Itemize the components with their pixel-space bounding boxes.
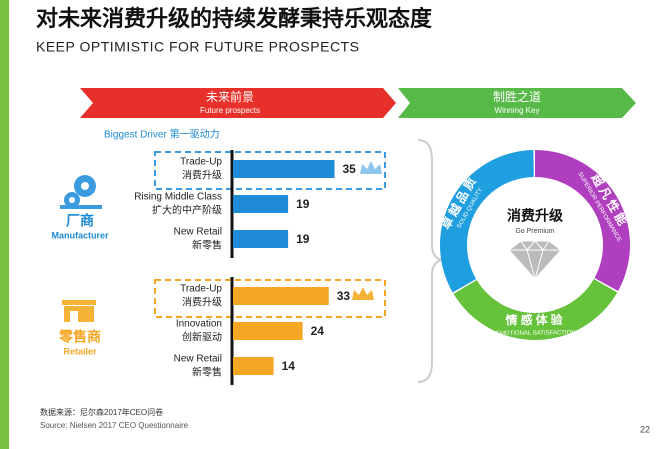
bar <box>233 160 335 178</box>
value-label: 19 <box>296 232 310 246</box>
category-zh: 创新驱动 <box>182 331 222 344</box>
banner-zh: 未来前景 <box>206 89 254 104</box>
crown-icon <box>360 161 382 174</box>
bar <box>233 287 329 305</box>
category-zh: 新零售 <box>192 239 222 252</box>
category-en: Innovation <box>176 319 222 330</box>
segment-en: EMOTIONAL SATISFACTION <box>496 330 576 337</box>
highlight-box <box>154 279 386 318</box>
subtitle: KEEP OPTIMISTIC FOR FUTURE PROSPECTS <box>36 39 359 55</box>
donut-center-zh: 消费升级 <box>507 208 564 224</box>
source-en: Source: Nielsen 2017 CEO Questionnaire <box>40 421 189 430</box>
donut-segment <box>440 150 534 293</box>
category-zh: 扩大的中产阶级 <box>152 204 222 217</box>
crown-icon <box>352 287 374 300</box>
donut-segment <box>453 279 618 340</box>
category-zh: 新零售 <box>192 366 222 379</box>
bar <box>233 322 303 340</box>
group-name-en: Retailer <box>63 346 97 356</box>
title: 对未来消费升级的持续发酵秉持乐观态度 <box>36 6 433 31</box>
page-number: 22 <box>640 424 650 434</box>
side-strip <box>0 0 9 449</box>
value-label: 35 <box>343 162 357 176</box>
driver-label: Biggest Driver 第一驱动力 <box>104 128 220 141</box>
banner-zh: 制胜之道 <box>493 89 541 104</box>
value-label: 19 <box>296 197 310 211</box>
source-zh: 数据来源：尼尔森2017年CEO问卷 <box>40 407 163 417</box>
banner-right <box>398 88 636 118</box>
diamond-icon <box>508 240 562 280</box>
group-name: 零售商 <box>58 329 101 345</box>
bar <box>233 195 289 213</box>
category-en: Rising Middle Class <box>134 192 222 203</box>
segment-zh: 情感体验 <box>506 312 566 328</box>
group-name: 厂商 <box>66 213 94 229</box>
donut-segment <box>535 150 630 292</box>
value-label: 14 <box>282 359 296 373</box>
value-label: 33 <box>337 289 351 303</box>
category-en: Trade-Up <box>180 284 222 295</box>
group-name-en: Manufacturer <box>51 230 109 240</box>
category-en: Trade-Up <box>180 157 222 168</box>
banner-en: Winning Key <box>495 106 540 115</box>
retailer-icon <box>62 300 96 322</box>
banner-left <box>80 88 396 118</box>
banner-en: Future prospects <box>200 106 260 115</box>
bar <box>233 230 289 248</box>
diamond-facets <box>509 240 561 281</box>
bar <box>233 357 274 375</box>
category-en: New Retail <box>174 227 222 238</box>
manufacturer-icon <box>60 175 102 209</box>
donut-center-en: Go Premium <box>515 228 554 235</box>
brace <box>417 139 443 383</box>
category-zh: 消费升级 <box>182 169 222 182</box>
category-en: New Retail <box>174 354 222 365</box>
value-label: 24 <box>311 324 325 338</box>
highlight-box <box>154 151 386 190</box>
category-zh: 消费升级 <box>182 296 222 309</box>
